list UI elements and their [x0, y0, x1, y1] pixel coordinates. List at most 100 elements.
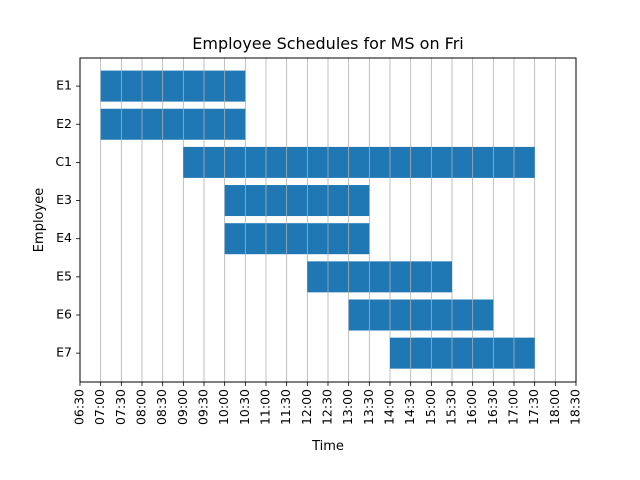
bar-segment [472, 337, 494, 369]
y-tick-label: C1 [55, 154, 72, 169]
bar-segment [121, 70, 142, 102]
x-tick-label: 08:30 [154, 389, 169, 425]
bar-segment [514, 146, 535, 178]
x-tick-label: 07:00 [92, 389, 107, 425]
x-tick-label: 10:30 [237, 389, 252, 425]
bar-segment [245, 223, 266, 255]
x-tick-label: 09:30 [196, 389, 211, 425]
bar-segment [307, 223, 328, 255]
x-tick-label: 15:00 [423, 389, 438, 425]
bar-segment [121, 108, 142, 140]
bar-segment [307, 185, 328, 217]
bar-segment [162, 70, 184, 102]
y-tick-label: E1 [56, 78, 72, 93]
bar-segment [224, 70, 246, 102]
bar-segment [348, 261, 370, 293]
bar-segment [410, 146, 432, 178]
bar-segment [472, 146, 494, 178]
bar-segment [142, 70, 163, 102]
bar-segment [390, 261, 411, 293]
bar-segment [224, 185, 246, 217]
bar-segment [328, 146, 349, 178]
x-tick-label: 11:00 [258, 389, 273, 425]
x-tick-label: 18:30 [568, 389, 583, 425]
x-tick-label: 08:00 [134, 389, 149, 425]
bar-segment [369, 299, 390, 331]
x-tick-label: 17:30 [526, 389, 541, 425]
x-tick-label: 06:30 [72, 389, 87, 425]
x-tick-label: 09:00 [175, 389, 190, 425]
bar-segment [348, 146, 370, 178]
bar-segment [390, 337, 411, 369]
x-tick-label: 07:30 [113, 389, 128, 425]
bar-segment [431, 337, 452, 369]
bar-segment [307, 261, 328, 293]
bar-segment [286, 223, 308, 255]
bar-segment [266, 223, 287, 255]
bar-segment [100, 70, 122, 102]
y-tick-label: E5 [56, 268, 72, 283]
bar-segment [348, 185, 370, 217]
x-tick-label: 11:30 [278, 389, 293, 425]
bar-segment [245, 146, 266, 178]
bar-segment [142, 108, 163, 140]
gridlines [79, 58, 577, 382]
x-tick-label: 12:00 [299, 389, 314, 425]
bar-segment [493, 146, 514, 178]
x-tick-label: 13:30 [361, 389, 376, 425]
x-tick-label: 13:00 [340, 389, 355, 425]
bar-segment [410, 299, 432, 331]
x-tick-label: 10:00 [216, 389, 231, 425]
bar-segment [245, 185, 266, 217]
x-tick-label: 16:30 [485, 389, 500, 425]
chart-title: Employee Schedules for MS on Fri [192, 34, 463, 53]
bar-segment [431, 146, 452, 178]
bar-segment [493, 337, 514, 369]
bar-segment [452, 299, 473, 331]
bar-segment [328, 261, 349, 293]
y-tick-label: E6 [56, 307, 72, 322]
bar-segment [224, 223, 246, 255]
bar-segment [266, 146, 287, 178]
bar-segment [266, 185, 287, 217]
bar-segment [204, 70, 225, 102]
bar-segment [452, 337, 473, 369]
bar-segment [410, 337, 432, 369]
bar-segment [514, 337, 535, 369]
y-tick-label: E7 [56, 345, 72, 360]
bar-segment [390, 299, 411, 331]
bar-segment [204, 146, 225, 178]
x-tick-label: 17:00 [506, 389, 521, 425]
bar-segment [183, 146, 204, 178]
y-axis-label: Employee [32, 188, 47, 252]
bar-segment [431, 261, 452, 293]
bar-segment [369, 146, 390, 178]
x-ticks: 06:30 07:00 07:30 08:00 08:30 09:00 09:30 10:00… [72, 382, 583, 425]
bar-segment [390, 146, 411, 178]
x-tick-label: 14:30 [402, 389, 417, 425]
x-tick-label: 18:00 [547, 389, 562, 425]
bar-segment [307, 146, 328, 178]
bar-segment [410, 261, 432, 293]
bar-segment [100, 108, 122, 140]
bar-segment [369, 261, 390, 293]
bar-segment [183, 70, 204, 102]
bar-segment [328, 223, 349, 255]
bar-segment [348, 299, 370, 331]
bar-segment [348, 223, 370, 255]
bar-segment [224, 146, 246, 178]
bar-segment [183, 108, 204, 140]
bars [100, 70, 535, 369]
y-tick-label: E4 [56, 230, 72, 245]
bar-segment [431, 299, 452, 331]
y-tick-label: E2 [56, 116, 72, 131]
x-tick-label: 12:30 [320, 389, 335, 425]
bar-segment [328, 185, 349, 217]
bar-segment [286, 146, 308, 178]
x-tick-label: 16:00 [464, 389, 479, 425]
x-tick-label: 15:30 [444, 389, 459, 425]
x-tick-label: 14:00 [382, 389, 397, 425]
bar-segment [452, 146, 473, 178]
bar-segment [162, 108, 184, 140]
